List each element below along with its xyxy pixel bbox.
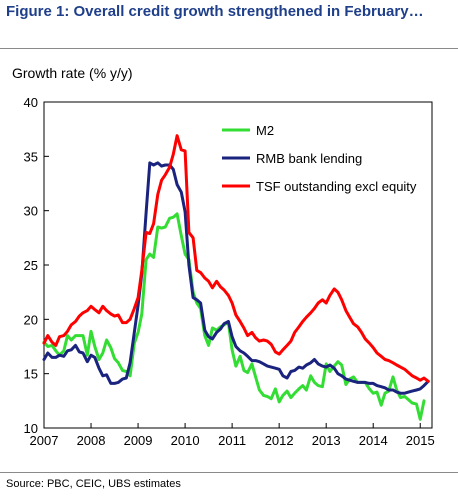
- plot-frame: [43, 101, 433, 429]
- x-tick-label: 2015: [406, 433, 435, 448]
- y-tick-label: 40: [24, 95, 38, 110]
- title-divider: [0, 48, 458, 49]
- source-note: Source: PBC, CEIC, UBS estimates: [6, 478, 181, 490]
- y-tick-label: 25: [24, 258, 38, 273]
- source-divider: [0, 472, 458, 473]
- x-tick-label: 2012: [265, 433, 294, 448]
- legend-label-tsf-outstanding-excl-equity: TSF outstanding excl equity: [256, 179, 417, 194]
- x-tick-label: 2014: [359, 433, 388, 448]
- legend-label-rmb-bank-lending: RMB bank lending: [256, 151, 362, 166]
- y-tick-label: 35: [24, 149, 38, 164]
- series-line-m2: [42, 212, 426, 421]
- x-tick-label: 2011: [218, 433, 246, 448]
- series-line-rmb-bank-lending: [42, 161, 430, 395]
- y-axis-label: Growth rate (% y/y): [12, 65, 133, 81]
- series-line-tsf-outstanding-excl-equity: [42, 134, 430, 383]
- x-tick-label: 2010: [171, 433, 200, 448]
- chart-area: Growth rate (% y/y) 10 15 20 25 30 35 40 2007 2…: [0, 52, 458, 470]
- y-tick-label: 10: [24, 421, 38, 436]
- x-axis: 2007 2008 2009 2010 2011 2012 2013 2014 2015: [30, 423, 435, 448]
- y-tick-label: 20: [24, 312, 38, 327]
- x-tick-label: 2007: [30, 433, 59, 448]
- legend-label-m2: M2: [256, 123, 274, 138]
- y-tick-label: 30: [24, 204, 38, 219]
- y-tick-label: 15: [24, 367, 38, 382]
- y-axis: 10 15 20 25 30 35 40: [24, 95, 49, 436]
- x-tick-label: 2008: [77, 433, 106, 448]
- plot-border: [43, 101, 433, 429]
- x-tick-label: 2009: [124, 433, 153, 448]
- figure-title: Figure 1: Overall credit growth strength…: [6, 3, 424, 20]
- legend: M2 RMB bank lending TSF outstanding excl e…: [222, 123, 417, 194]
- series-lines: [42, 134, 430, 421]
- x-tick-label: 2013: [312, 433, 341, 448]
